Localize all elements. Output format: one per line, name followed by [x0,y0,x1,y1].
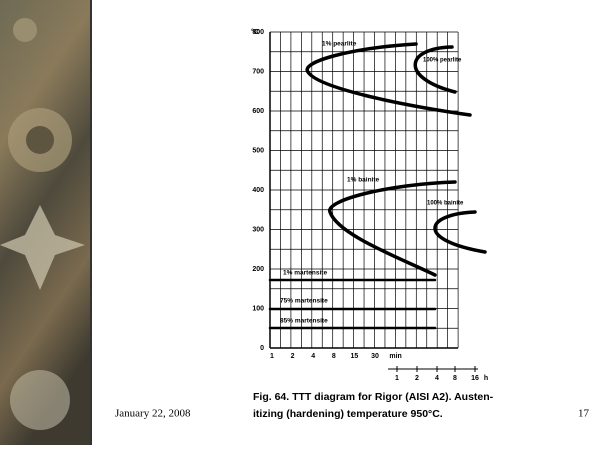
curve [415,47,455,92]
x-tick-label: 2 [291,353,295,360]
decorative-strip [0,0,92,445]
curve-label: 1% bainite [347,177,380,184]
curve [435,212,485,252]
y-tick-label: 700 [252,68,264,75]
curve-label: 85% martensite [280,318,328,325]
x-tick-label: h [484,375,488,382]
x-tick-label: 30 [371,353,379,360]
ttt-diagram: °C 1% pearlite 100% pearlite 1% bainite … [251,28,488,382]
x-tick-label: 16 [471,375,479,382]
curve-label: 75% martensite [280,298,328,305]
caption-line: Fig. 64. TTT diagram for Rigor (AISI A2)… [253,391,494,403]
x-tick-label: min [389,353,401,360]
page: °C 1% pearlite 100% pearlite 1% bainite … [0,0,596,445]
curve-label: 1% martensite [283,270,327,277]
x-tick-label: 2 [415,375,419,382]
curve [307,44,470,115]
x-tick-label: 1 [395,375,399,382]
caption-line: itizing (hardening) temperature 950°C. [253,408,443,420]
y-tick-label: 400 [252,187,264,194]
y-tick-label: 800 [252,29,264,36]
curve-label: 100% pearlite [423,58,462,64]
curve-label: 100% bainite [427,201,464,207]
y-tick-label: 300 [252,226,264,233]
y-tick-label: 200 [252,266,264,273]
x-tick-label: 4 [435,375,439,382]
slide-number: 17 [578,408,590,420]
x-tick-label: 15 [351,353,359,360]
x-tick-label: 4 [311,353,315,360]
x-tick-label: 1 [270,353,274,360]
slide: °C 1% pearlite 100% pearlite 1% bainite … [0,0,596,445]
curve-label: 1% pearlite [322,41,357,48]
y-tick-label: 600 [252,108,264,115]
x-tick-label: 8 [453,375,457,382]
y-tick-label: 100 [252,305,264,312]
x-tick-label: 8 [332,353,336,360]
y-tick-label: 500 [252,147,264,154]
slide-date: January 22, 2008 [115,408,191,420]
curves [270,44,485,328]
y-tick-label: 0 [260,345,264,352]
